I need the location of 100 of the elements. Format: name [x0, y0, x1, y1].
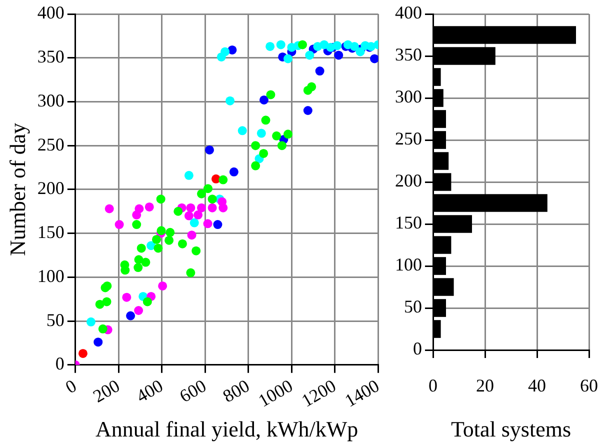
point [190, 218, 199, 228]
x-tick-label: 60 [580, 376, 598, 396]
point [298, 40, 307, 50]
y-tick-label: 200 [37, 178, 64, 198]
point [251, 161, 260, 170]
point [144, 202, 154, 212]
point [218, 175, 228, 184]
x-tick-label: 400 [132, 375, 166, 406]
point [251, 141, 260, 150]
y-tick-label: 150 [37, 222, 64, 242]
point [184, 170, 194, 180]
x-tick-label: 600 [176, 375, 210, 406]
x-tick-label: 1200 [298, 375, 340, 411]
point [104, 204, 114, 214]
point [114, 220, 124, 230]
point [102, 297, 112, 306]
point [184, 211, 194, 220]
x-tick-label: 0 [428, 376, 438, 396]
x-tick-label: 200 [90, 375, 124, 406]
point [213, 220, 222, 230]
y-tick-label: 50 [404, 296, 422, 317]
point [174, 206, 183, 216]
x-tick-label: 1400 [341, 375, 383, 411]
point [226, 96, 235, 106]
y-tick-label: 0 [413, 338, 422, 359]
point [95, 300, 104, 309]
point [208, 203, 217, 212]
point [307, 82, 316, 92]
point [334, 50, 344, 60]
x-tick-label: 40 [528, 376, 546, 396]
point [154, 244, 163, 253]
point [203, 184, 212, 194]
point [229, 167, 238, 176]
point [303, 106, 312, 115]
point [122, 292, 132, 302]
y-tick-label: 0 [55, 354, 64, 374]
point [220, 47, 230, 56]
point [266, 90, 276, 100]
y-tick-label: 400 [395, 2, 422, 23]
point [194, 210, 203, 220]
point [78, 348, 88, 358]
point [158, 281, 168, 290]
point [360, 41, 370, 50]
point [261, 116, 270, 125]
point [196, 203, 206, 212]
point [370, 54, 378, 64]
y-axis-title: Number of day [4, 122, 30, 256]
point [156, 194, 166, 204]
y-tick-label: 250 [395, 128, 422, 149]
point [315, 66, 324, 76]
point [94, 338, 103, 347]
point [284, 54, 293, 64]
y-tick-label: 400 [37, 2, 64, 23]
y-tick-label: 50 [46, 310, 64, 330]
point [187, 230, 196, 240]
point [136, 244, 146, 253]
point [141, 258, 150, 267]
point [305, 50, 314, 60]
point [276, 40, 286, 50]
y-tick-label: 300 [395, 86, 422, 107]
x-tick-label: 800 [219, 375, 253, 406]
point [134, 306, 144, 316]
point [132, 220, 142, 230]
y-tick-label: 350 [37, 46, 64, 67]
y-tick-label: 100 [395, 254, 422, 275]
y-tick-label: 250 [37, 134, 64, 154]
point [86, 317, 96, 326]
point [260, 95, 268, 104]
point [259, 148, 268, 158]
point [277, 141, 286, 150]
point [196, 189, 206, 198]
point [164, 236, 174, 245]
x-axis-title: Total systems [450, 416, 572, 442]
point [126, 311, 136, 320]
y-tick-label: 350 [395, 44, 422, 65]
point [284, 130, 293, 139]
y-tick-label: 200 [395, 170, 422, 191]
point [218, 197, 227, 206]
point [142, 297, 152, 306]
y-tick-label: 150 [395, 212, 422, 233]
x-tick-label: 1000 [254, 375, 296, 411]
point [186, 268, 196, 278]
y-tick-label: 100 [37, 266, 64, 286]
point [178, 239, 187, 248]
point [332, 41, 342, 50]
x-tick-label: 20 [476, 376, 494, 396]
point [238, 126, 247, 136]
y-tick-label: 300 [37, 90, 64, 110]
x-axis-title: Annual final yield, kWh/kWp [95, 416, 358, 442]
point [266, 42, 275, 51]
point [272, 131, 282, 140]
point [152, 234, 162, 244]
point [192, 246, 201, 256]
x-tick-label: 0 [62, 375, 80, 398]
point [134, 204, 144, 214]
point [208, 194, 217, 204]
point [204, 145, 214, 154]
point [156, 226, 166, 236]
point [134, 263, 143, 272]
point [146, 241, 156, 250]
